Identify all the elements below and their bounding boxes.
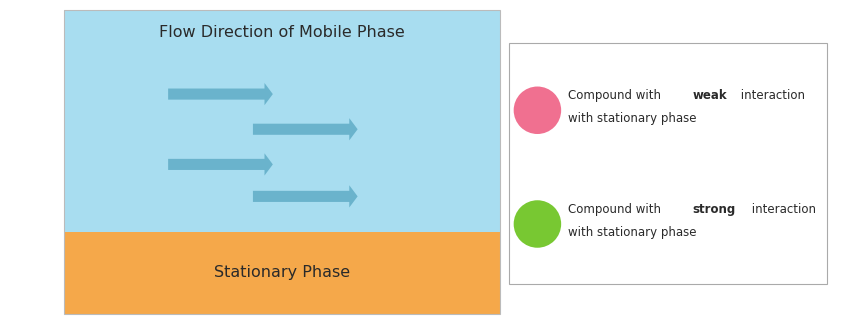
Bar [64,10,500,232]
Text: with stationary phase: with stationary phase [567,226,696,239]
Text: with stationary phase: with stationary phase [567,112,696,125]
Bar [64,10,500,314]
Text: Stationary Phase: Stationary Phase [214,266,350,280]
Bar [64,232,500,314]
Text: Compound with: Compound with [567,89,664,102]
Text: interaction: interaction [748,203,817,216]
Ellipse shape [514,200,561,248]
Bar [509,43,827,284]
Text: Flow Direction of Mobile Phase: Flow Direction of Mobile Phase [159,26,404,40]
Text: Compound with: Compound with [567,203,664,216]
Text: weak: weak [693,89,727,102]
Text: interaction: interaction [737,89,805,102]
Ellipse shape [514,87,561,134]
Text: strong: strong [693,203,736,216]
